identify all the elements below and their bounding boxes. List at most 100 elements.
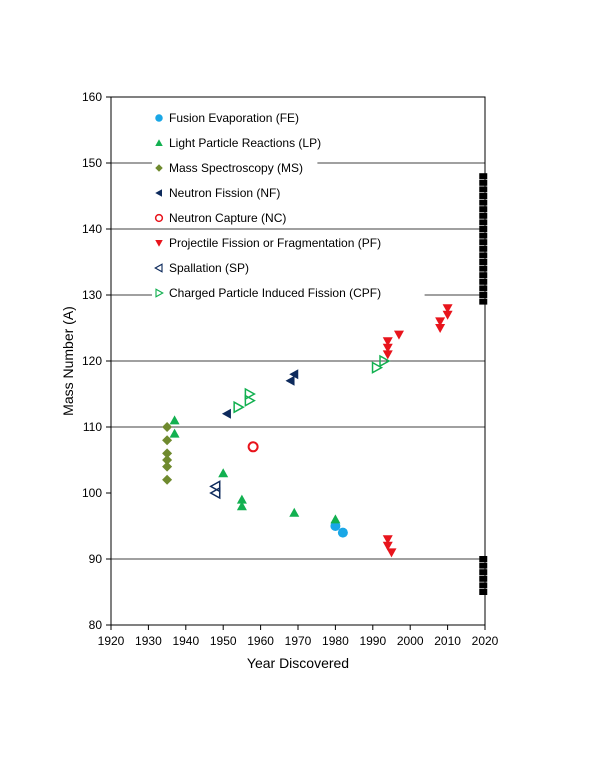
edge-marker-0-144 xyxy=(479,199,488,206)
x-tick-label-2010: 2010 xyxy=(434,634,461,648)
y-axis-label: Mass Number (A) xyxy=(60,306,76,416)
x-tick-label-1930: 1930 xyxy=(135,634,162,648)
x-tick-label-1980: 1980 xyxy=(322,634,349,648)
legend-label-6: Spallation (SP) xyxy=(169,261,249,275)
legend-item-1: Light Particle Reactions (LP) xyxy=(152,134,365,152)
x-tick-label-2000: 2000 xyxy=(397,634,424,648)
data-point-1-5 xyxy=(289,507,300,517)
data-point-7-1 xyxy=(244,387,256,401)
data-point-0-0 xyxy=(330,521,341,531)
data-point-3-1 xyxy=(285,375,295,386)
series-3 xyxy=(221,369,299,419)
edge-marker-1-85 xyxy=(479,589,488,595)
data-point-5-9 xyxy=(382,541,393,551)
edge-marker-0-146 xyxy=(479,186,488,193)
data-point-2-1 xyxy=(162,435,173,446)
data-point-1-1 xyxy=(169,428,180,438)
legend-item-bg-1 xyxy=(152,134,365,152)
x-tick-label-1970: 1970 xyxy=(285,634,312,648)
y-tick-label-150: 150 xyxy=(82,156,102,170)
edge-marker-0-134 xyxy=(479,265,488,272)
edge-marker-1-87 xyxy=(479,575,488,582)
x-tick-label-1950: 1950 xyxy=(210,634,237,648)
data-point-5-7 xyxy=(442,310,453,320)
data-point-7-4 xyxy=(379,354,391,368)
data-point-5-1 xyxy=(382,343,393,353)
x-tick-label-1920: 1920 xyxy=(98,634,125,648)
data-point-5-3 xyxy=(393,330,404,340)
legend-item-6: Spallation (SP) xyxy=(152,259,271,277)
data-point-5-5 xyxy=(435,324,446,333)
x-tick-label-1940: 1940 xyxy=(172,634,199,648)
edge-marker-1-90 xyxy=(479,556,488,562)
data-point-1-0 xyxy=(169,415,180,425)
data-point-5-6 xyxy=(442,304,453,314)
legend-marker-2 xyxy=(155,164,163,172)
data-point-7-3 xyxy=(371,361,384,374)
legend: Fusion Evaporation (FE) Light Particle Re… xyxy=(152,109,438,302)
legend-item-2: Mass Spectroscopy (MS) xyxy=(152,159,318,177)
y-tick-label-140: 140 xyxy=(82,222,102,236)
data-point-4-0 xyxy=(247,441,259,453)
legend-item-3: Neutron Fission (NF) xyxy=(152,184,304,202)
legend-marker-3 xyxy=(155,189,162,197)
legend-label-1: Light Particle Reactions (LP) xyxy=(169,136,321,150)
legend-label-3: Neutron Fission (NF) xyxy=(169,186,280,200)
legend-label-7: Charged Particle Induced Fission (CPF) xyxy=(169,286,381,300)
legend-item-7: Charged Particle Induced Fission (CPF) xyxy=(152,284,425,302)
series-4 xyxy=(247,441,259,453)
data-point-5-4 xyxy=(435,317,446,327)
edge-marker-0-138 xyxy=(479,239,488,246)
edge-marker-0-130 xyxy=(479,292,488,298)
data-point-1-4 xyxy=(236,501,247,511)
edge-marker-0-140 xyxy=(479,226,488,232)
edge-marker-0-131 xyxy=(479,285,488,292)
legend-marker-6 xyxy=(154,263,163,273)
edge-marker-0-133 xyxy=(479,272,488,279)
legend-label-0: Fusion Evaporation (FE) xyxy=(169,111,299,125)
edge-marker-0-142 xyxy=(479,212,488,219)
y-tick-label-100: 100 xyxy=(82,486,102,500)
legend-marker-1 xyxy=(155,139,163,146)
data-point-2-2 xyxy=(162,448,173,459)
data-point-0-1 xyxy=(337,527,348,538)
data-point-5-8 xyxy=(382,535,393,545)
data-point-2-3 xyxy=(162,455,173,465)
edge-marker-0-136 xyxy=(479,252,488,259)
data-point-1-3 xyxy=(236,494,247,504)
series-2 xyxy=(162,422,173,485)
series-5 xyxy=(382,304,453,558)
x-tick-label-1990: 1990 xyxy=(359,634,386,648)
legend-item-bg-3 xyxy=(152,184,304,202)
edge-marker-0-129 xyxy=(479,298,488,305)
data-point-1-2 xyxy=(218,468,229,478)
legend-marker-0 xyxy=(155,114,163,122)
edge-marker-0-147 xyxy=(479,179,488,186)
legend-item-bg-2 xyxy=(152,159,318,177)
edge-marker-0-135 xyxy=(479,259,488,265)
legend-marker-7 xyxy=(155,288,164,298)
y-tick-label-130: 130 xyxy=(82,288,102,302)
edge-marker-0-143 xyxy=(479,206,488,213)
edge-marker-1-88 xyxy=(479,569,488,576)
data-point-7-2 xyxy=(244,394,256,407)
legend-item-bg-6 xyxy=(152,259,271,277)
edge-marker-0-137 xyxy=(479,245,488,252)
x-axis-label: Year Discovered xyxy=(247,655,349,671)
legend-label-2: Mass Spectroscopy (MS) xyxy=(169,161,303,175)
series-6 xyxy=(209,480,221,500)
edge-marker-0-141 xyxy=(479,219,488,226)
data-point-3-0 xyxy=(221,408,231,419)
legend-item-bg-5 xyxy=(152,234,438,252)
legend-marker-5 xyxy=(155,240,163,247)
edge-markers xyxy=(479,173,488,595)
legend-item-bg-0 xyxy=(152,109,325,127)
edge-marker-1-86 xyxy=(479,582,488,589)
edge-marker-0-132 xyxy=(479,278,488,285)
data-point-1-6 xyxy=(330,514,341,524)
y-tick-label-110: 110 xyxy=(83,420,102,434)
series-1 xyxy=(169,415,341,524)
edge-marker-0-148 xyxy=(479,173,488,180)
legend-label-4: Neutron Capture (NC) xyxy=(169,211,286,225)
